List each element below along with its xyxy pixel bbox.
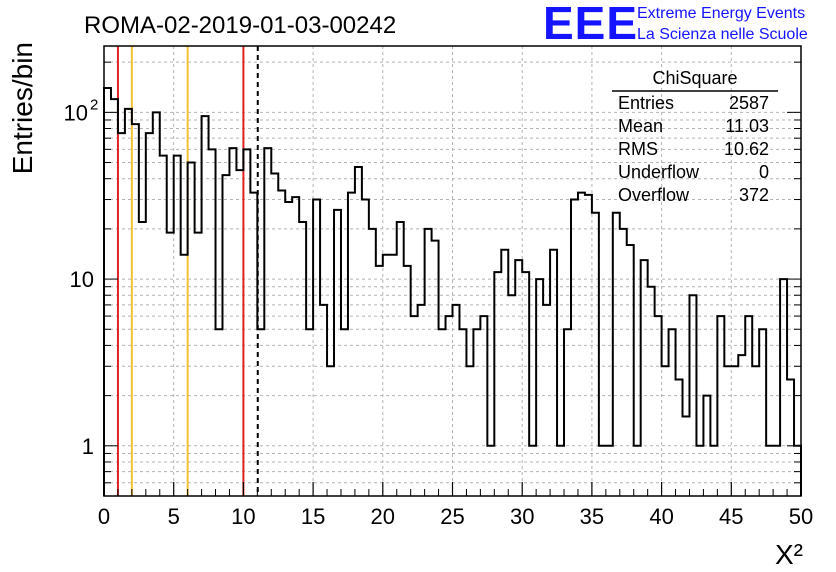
stats-rows: Entries 2587 Mean 11.03 RMS 10.62 Underflow 0 Ov…: [618, 93, 769, 205]
x-tick-label: 25: [440, 504, 464, 529]
histogram-outline: [103, 86, 802, 496]
logo-line-1: Extreme Energy Events: [637, 5, 805, 22]
x-axis-label: X²: [775, 539, 803, 570]
axis-ticks: [103, 61, 802, 497]
x-tick-label: 40: [649, 504, 673, 529]
stats-label: Underflow: [618, 162, 700, 182]
stats-value: 11.03: [725, 116, 769, 136]
x-tick-label: 20: [371, 504, 395, 529]
x-tick-label: 5: [168, 504, 180, 529]
stats-value: 2587: [729, 93, 769, 113]
stats-label: Mean: [618, 116, 663, 136]
x-tick-label: 0: [98, 504, 110, 529]
x-tick-label: 10: [231, 504, 255, 529]
logo-line-2: La Scienza nelle Scuole: [637, 26, 808, 43]
stats-box: ChiSquare Entries 2587 Mean 11.03 RMS 10.62 Un…: [612, 68, 778, 205]
logo-text: EEE: [543, 0, 638, 49]
histogram: [103, 86, 802, 496]
y-tick-label: 1: [82, 434, 94, 459]
stats-value: 10.62: [724, 139, 769, 159]
y-tick-label: 10: [70, 267, 94, 292]
x-tick-label: 50: [789, 504, 813, 529]
y-axis-label: Entries/bin: [7, 42, 38, 174]
x-tick-label: 45: [719, 504, 743, 529]
y-tick-label: 10: [64, 100, 88, 125]
stats-label: Overflow: [618, 185, 690, 205]
eee-logo: EEE Extreme Energy Events La Scienza nel…: [543, 0, 808, 49]
reference-lines: [116, 46, 259, 496]
x-tick-label: 35: [580, 504, 604, 529]
x-tick-labels: 0 5 10 15 20 25 30 35 40 45 50: [98, 504, 813, 529]
chart-title: ROMA-02-2019-01-03-00242: [84, 12, 396, 39]
stats-label: RMS: [618, 139, 658, 159]
x-tick-label: 30: [510, 504, 534, 529]
stats-value: 372: [739, 185, 769, 205]
y-tick-exponent: 2: [90, 96, 98, 113]
stats-label: Entries: [618, 93, 674, 113]
grid: [104, 46, 801, 497]
x-tick-label: 15: [301, 504, 325, 529]
stats-title: ChiSquare: [652, 68, 737, 88]
stats-value: 0: [759, 162, 769, 182]
